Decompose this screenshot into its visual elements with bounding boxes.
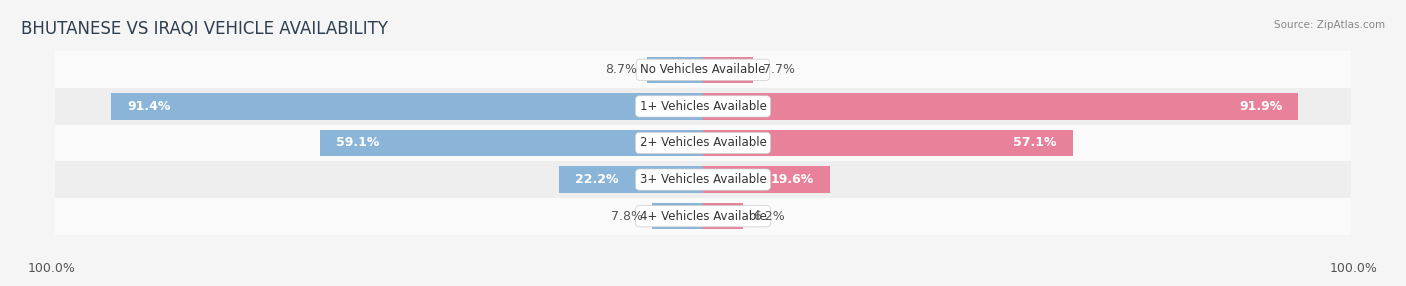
Bar [560,166,703,193]
Bar [55,125,1351,161]
Text: 57.1%: 57.1% [1014,136,1057,150]
Text: 22.2%: 22.2% [575,173,619,186]
Text: No Vehicles Available: No Vehicles Available [640,63,766,76]
Bar [111,93,703,120]
Text: 100.0%: 100.0% [28,262,76,275]
Bar [55,161,1351,198]
Bar [703,166,830,193]
Text: 59.1%: 59.1% [336,136,380,150]
Text: 6.2%: 6.2% [752,210,785,223]
Text: 100.0%: 100.0% [1330,262,1378,275]
Text: 19.6%: 19.6% [770,173,814,186]
Text: 1+ Vehicles Available: 1+ Vehicles Available [640,100,766,113]
Bar [55,88,1351,125]
Text: 3+ Vehicles Available: 3+ Vehicles Available [640,173,766,186]
Text: 91.9%: 91.9% [1239,100,1282,113]
Text: 91.4%: 91.4% [127,100,170,113]
Bar [647,57,703,83]
Text: Source: ZipAtlas.com: Source: ZipAtlas.com [1274,20,1385,30]
Text: BHUTANESE VS IRAQI VEHICLE AVAILABILITY: BHUTANESE VS IRAQI VEHICLE AVAILABILITY [21,20,388,38]
Text: 7.8%: 7.8% [610,210,643,223]
Bar [703,93,1298,120]
Bar [703,130,1073,156]
Bar [321,130,703,156]
Bar [703,57,752,83]
Bar [652,203,703,229]
Bar [703,203,744,229]
Text: 2+ Vehicles Available: 2+ Vehicles Available [640,136,766,150]
Text: 7.7%: 7.7% [762,63,794,76]
Text: 4+ Vehicles Available: 4+ Vehicles Available [640,210,766,223]
Bar [55,198,1351,235]
Text: 8.7%: 8.7% [605,63,637,76]
Bar [55,51,1351,88]
